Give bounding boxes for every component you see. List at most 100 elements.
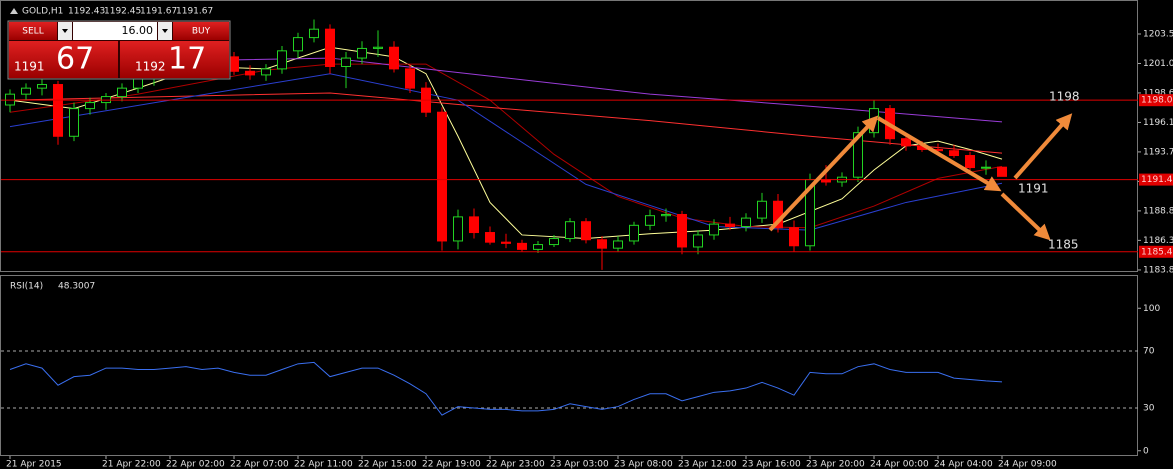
candle-body	[405, 68, 415, 89]
bid-small: 67	[56, 42, 94, 77]
candle-body	[485, 232, 495, 243]
candle-body	[325, 28, 335, 67]
candle-body	[293, 37, 303, 52]
candle-body	[357, 47, 367, 59]
sell-button[interactable]	[9, 22, 57, 40]
y-tick-label: 70	[1143, 347, 1155, 357]
high: 1192.45	[104, 7, 141, 17]
volume[interactable]: 16.00	[122, 24, 154, 37]
candle-body	[53, 84, 63, 137]
x-tick-label: 22 Apr 23:00	[486, 460, 545, 469]
candle-body	[469, 216, 479, 234]
icon	[162, 29, 168, 33]
level-box	[1139, 94, 1173, 107]
header: GOLD,H1 1192.43 1192.45 1191.67 1191.67	[10, 7, 213, 17]
x-tick-label: 24 Apr 09:00	[998, 460, 1057, 469]
candle-body	[261, 68, 271, 76]
candle-body	[309, 28, 319, 39]
rsi-title: RSI(14)	[10, 282, 43, 292]
moving-average	[9, 92, 1003, 154]
bid-big: 1191	[14, 60, 45, 74]
x-tick-label: 21 Apr 22:00	[102, 460, 161, 469]
level-box	[1139, 245, 1173, 258]
x-tick-label: 21 Apr 2015	[6, 460, 62, 469]
x-tick-label: 24 Apr 00:00	[870, 460, 929, 469]
arrows	[768, 113, 1073, 241]
candle-body	[901, 138, 911, 147]
candle-body	[277, 50, 287, 70]
annotation: 1185	[1048, 238, 1079, 252]
candle-body	[789, 227, 799, 247]
x-tick-label: 22 Apr 02:00	[166, 460, 225, 469]
annotation: 1198	[1049, 90, 1080, 104]
candle-body	[5, 93, 15, 106]
x-tick-label: 23 Apr 08:00	[614, 460, 673, 469]
candle-body	[133, 78, 143, 89]
x-tick-label: 22 Apr 15:00	[358, 460, 417, 469]
candle-body	[997, 166, 1007, 177]
x-tick-label: 23 Apr 16:00	[742, 460, 801, 469]
y-tick-label: 1198.60	[1143, 88, 1173, 98]
arrow	[876, 116, 1002, 192]
candle-body	[725, 223, 735, 228]
bid-box[interactable]	[9, 41, 118, 78]
candle-body	[981, 166, 991, 169]
low: 1191.67	[140, 7, 177, 17]
ask-box[interactable]	[120, 41, 229, 78]
y-tick-label: 1188.80	[1143, 206, 1173, 216]
buy-button[interactable]	[173, 22, 229, 40]
x-tick-label: 23 Apr 03:00	[550, 460, 609, 469]
level-label: 1198.0	[1141, 96, 1173, 106]
level-label: 1185.4	[1141, 247, 1173, 257]
candle-body	[693, 234, 703, 248]
x-tick-label: 22 Apr 07:00	[230, 460, 289, 469]
candle-body	[101, 96, 111, 104]
arrow	[1013, 113, 1073, 180]
ask-big: 1192	[135, 60, 166, 74]
candle-body	[965, 155, 975, 169]
level-box	[1139, 173, 1173, 186]
buy-label[interactable]: BUY	[192, 27, 211, 37]
volume-input[interactable]	[73, 22, 157, 40]
candle-body	[709, 223, 719, 236]
icon	[62, 29, 68, 33]
candle-body	[645, 215, 655, 226]
candle-body	[613, 240, 623, 249]
candle-body	[245, 70, 255, 76]
candle-body	[69, 108, 79, 137]
moving-average	[9, 63, 1003, 229]
candle-body	[389, 46, 399, 70]
rsi-line	[9, 361, 1003, 416]
arrow	[1000, 192, 1051, 241]
candle-body	[565, 221, 575, 240]
y-tick-label: 100	[1143, 304, 1160, 314]
arrow	[768, 115, 879, 232]
candle-body	[21, 87, 31, 95]
sell-label[interactable]: SELL	[22, 27, 43, 37]
y-tick-label: 0	[1143, 446, 1149, 456]
y-tick-label: 30	[1143, 404, 1155, 414]
main-panel	[0, 0, 1138, 272]
candle-body	[581, 221, 591, 241]
y-tick-label: 1183.89	[1143, 265, 1173, 275]
candle-body	[949, 150, 959, 157]
x-tick-label: 23 Apr 12:00	[678, 460, 737, 469]
candle-body	[85, 102, 95, 110]
candle-body	[549, 238, 559, 246]
candle-body	[661, 213, 671, 217]
candle-body	[853, 132, 863, 178]
candle-body	[533, 244, 543, 250]
candle-body	[757, 200, 767, 219]
symbol: GOLD,H1	[22, 7, 63, 17]
y-tick-label: 1196.15	[1143, 118, 1173, 128]
ask-small: 17	[168, 42, 206, 77]
candle-body	[373, 46, 383, 49]
candle-body	[517, 242, 527, 250]
candle-body	[117, 87, 127, 98]
y-tick-label: 1201.05	[1143, 59, 1173, 69]
candle-body	[501, 241, 511, 244]
x-tick-label: 23 Apr 20:00	[806, 460, 865, 469]
candle-body	[437, 111, 447, 242]
